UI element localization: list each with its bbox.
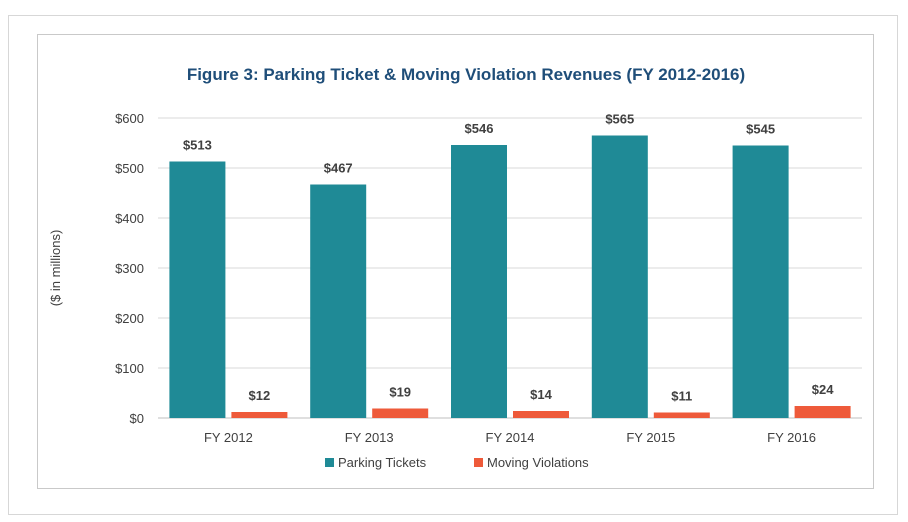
legend-label: Parking Tickets xyxy=(338,455,427,470)
y-tick-label: $400 xyxy=(115,211,144,226)
chart-title: Figure 3: Parking Ticket & Moving Violat… xyxy=(187,65,745,84)
x-tick-labels: FY 2012 FY 2013 FY 2014 FY 2015 FY 2016 xyxy=(204,430,816,445)
y-tick-label: $0 xyxy=(130,411,144,426)
bar-parking-tickets xyxy=(169,161,226,418)
legend: Parking Tickets Moving Violations xyxy=(325,455,589,470)
data-label: $546 xyxy=(465,121,494,136)
data-label: $19 xyxy=(389,385,411,400)
bar-moving-violations xyxy=(372,408,429,418)
bar-moving-violations xyxy=(653,412,710,418)
data-label: $467 xyxy=(324,161,353,176)
legend-swatch xyxy=(325,458,334,467)
y-tick-label: $300 xyxy=(115,261,144,276)
bar-parking-tickets xyxy=(732,145,789,418)
x-tick-label: FY 2012 xyxy=(204,430,253,445)
legend-swatch xyxy=(474,458,483,467)
data-label: $565 xyxy=(605,112,634,127)
y-tick-labels: $0 $100 $200 $300 $400 $500 $600 xyxy=(115,111,144,426)
y-axis-label: ($ in millions) xyxy=(48,230,63,307)
y-tick-label: $600 xyxy=(115,111,144,126)
bar-moving-violations xyxy=(231,412,288,418)
x-tick-label: FY 2015 xyxy=(626,430,675,445)
x-tick-label: FY 2014 xyxy=(486,430,535,445)
bar-parking-tickets xyxy=(451,145,507,418)
bars xyxy=(169,135,851,418)
data-label: $14 xyxy=(530,387,552,402)
data-label: $12 xyxy=(249,388,271,403)
data-label: $513 xyxy=(183,138,212,153)
y-tick-label: $200 xyxy=(115,311,144,326)
data-label: $545 xyxy=(746,122,775,137)
x-tick-label: FY 2013 xyxy=(345,430,394,445)
bar-moving-violations xyxy=(794,406,851,418)
bar-parking-tickets xyxy=(591,135,648,418)
data-label: $24 xyxy=(812,382,834,397)
bar-parking-tickets xyxy=(310,184,367,418)
legend-label: Moving Violations xyxy=(487,455,589,470)
data-label: $11 xyxy=(671,389,692,404)
bar-moving-violations xyxy=(513,411,569,418)
y-tick-label: $100 xyxy=(115,361,144,376)
data-labels: $513 $12 $467 $19 $546 $14 $565 $11 $545 $24 xyxy=(183,112,834,404)
x-tick-label: FY 2016 xyxy=(767,430,816,445)
y-tick-label: $500 xyxy=(115,161,144,176)
